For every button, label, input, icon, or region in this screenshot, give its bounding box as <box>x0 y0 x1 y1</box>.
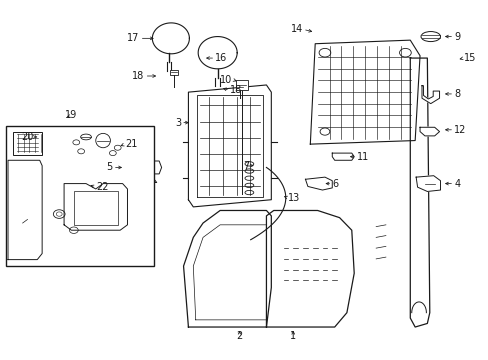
Text: 7: 7 <box>243 161 249 171</box>
Bar <box>74 191 118 225</box>
Bar <box>235 84 243 89</box>
Text: 6: 6 <box>331 179 338 189</box>
Text: 21: 21 <box>125 139 137 149</box>
Polygon shape <box>64 184 127 230</box>
Polygon shape <box>409 58 429 327</box>
Text: 9: 9 <box>453 32 459 41</box>
Polygon shape <box>331 153 353 160</box>
Text: 1: 1 <box>289 331 296 341</box>
Text: 15: 15 <box>463 53 475 63</box>
Bar <box>169 70 177 75</box>
Text: 22: 22 <box>96 182 108 192</box>
Polygon shape <box>188 85 271 207</box>
Bar <box>5 126 154 266</box>
Polygon shape <box>140 174 157 183</box>
Text: 18: 18 <box>132 71 144 81</box>
Polygon shape <box>183 211 271 327</box>
Polygon shape <box>8 160 42 260</box>
Text: 17: 17 <box>127 33 140 43</box>
Polygon shape <box>421 86 439 104</box>
Polygon shape <box>415 176 440 192</box>
Polygon shape <box>419 127 439 136</box>
Text: 10: 10 <box>220 75 232 85</box>
Text: 3: 3 <box>175 118 181 128</box>
Text: 12: 12 <box>453 125 466 135</box>
Polygon shape <box>305 177 331 190</box>
Ellipse shape <box>96 134 110 148</box>
Bar <box>236 80 247 90</box>
Polygon shape <box>198 37 237 69</box>
Bar <box>13 132 42 155</box>
Text: 8: 8 <box>453 89 459 99</box>
Text: 16: 16 <box>215 53 227 63</box>
Text: 18: 18 <box>229 85 242 95</box>
Polygon shape <box>310 40 419 144</box>
Polygon shape <box>266 211 353 327</box>
Text: 13: 13 <box>288 193 300 203</box>
Ellipse shape <box>420 32 440 41</box>
Text: 14: 14 <box>290 24 303 35</box>
Polygon shape <box>152 23 189 54</box>
Text: 19: 19 <box>65 111 78 121</box>
Text: 11: 11 <box>356 152 368 162</box>
Ellipse shape <box>81 134 91 140</box>
Text: 4: 4 <box>453 179 459 189</box>
Text: 2: 2 <box>236 331 242 341</box>
Text: 20: 20 <box>21 132 34 142</box>
Polygon shape <box>130 161 161 174</box>
Text: 5: 5 <box>106 162 113 172</box>
